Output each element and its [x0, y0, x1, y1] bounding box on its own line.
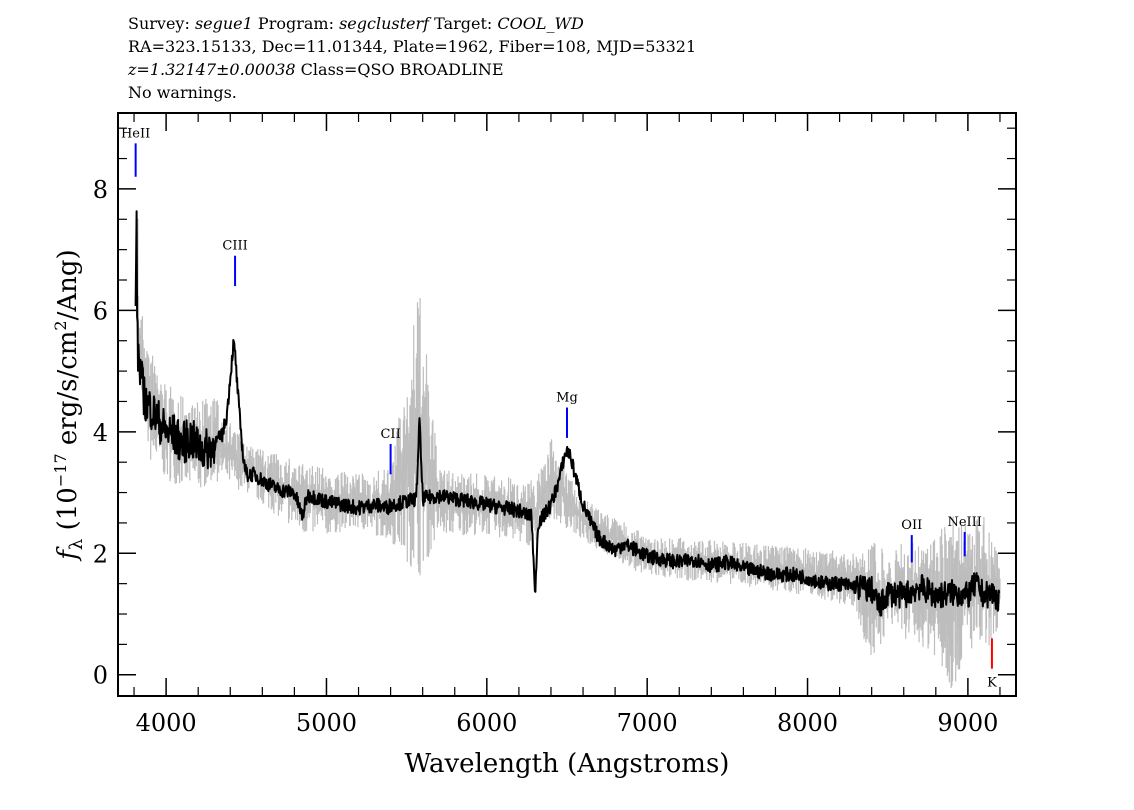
x-tick-label: 7000	[617, 709, 678, 737]
x-tick-label: 5000	[296, 709, 357, 737]
redshift-value: z=1.32147±0.00038	[128, 60, 296, 79]
line-marker-label: HeII	[121, 126, 150, 141]
line-marker-cii: CII	[380, 427, 401, 475]
line-marker-oii: OII	[901, 518, 922, 563]
survey-value: segue1	[194, 14, 253, 33]
line-marker-label: OII	[901, 518, 922, 533]
header-line-redshift: z=1.32147±0.00038 Class=QSO BROADLINE	[128, 58, 696, 81]
spectrum-header: Survey: segue1 Program: segclusterf Targ…	[128, 12, 696, 104]
line-marker-k: K	[987, 638, 997, 691]
header-line-warnings: No warnings.	[128, 83, 237, 102]
target-value: COOL_WD	[497, 14, 584, 33]
line-marker-label: Mg	[556, 391, 578, 406]
y-tick-label: 8	[93, 176, 108, 204]
line-marker-label: CIII	[222, 239, 247, 254]
plot-frame	[117, 112, 1017, 697]
x-tick-label: 6000	[456, 709, 517, 737]
line-marker-neiii: NeIII	[947, 515, 982, 557]
header-line-survey: Survey: segue1 Program: segclusterf Targ…	[128, 12, 696, 35]
line-marker-ciii: CIII	[222, 239, 248, 287]
line-annotations: HeII CIII CII Mg OII NeIII K	[121, 126, 997, 690]
x-tick-label: 8000	[777, 709, 838, 737]
y-axis-title: fλ (10−17 erg/s/cm2/Ang)	[51, 249, 87, 561]
line-marker-label: CII	[380, 427, 400, 442]
survey-label: Survey:	[128, 14, 190, 33]
target-label: Target:	[434, 14, 493, 33]
line-marker-mg: Mg	[556, 391, 578, 438]
axis-ticks: 4000 5000 6000 7000 8000 9000 0 2 4 6 8	[93, 113, 1016, 737]
y-tick-label: 6	[93, 297, 108, 325]
x-tick-label: 9000	[937, 709, 998, 737]
line-marker-label: K	[987, 676, 997, 691]
class-value: Class=QSO BROADLINE	[300, 60, 504, 79]
y-tick-label: 0	[93, 662, 108, 690]
y-tick-label: 2	[93, 540, 108, 568]
program-label: Program:	[257, 14, 334, 33]
x-axis-title: Wavelength (Angstroms)	[405, 749, 730, 779]
program-value: segclusterf	[339, 14, 430, 33]
y-tick-label: 4	[93, 419, 108, 447]
line-marker-label: NeIII	[947, 515, 981, 530]
header-line-coordinates: RA=323.15133, Dec=11.01344, Plate=1962, …	[128, 37, 697, 56]
x-tick-label: 4000	[136, 709, 197, 737]
line-marker-heii: HeII	[121, 126, 150, 177]
